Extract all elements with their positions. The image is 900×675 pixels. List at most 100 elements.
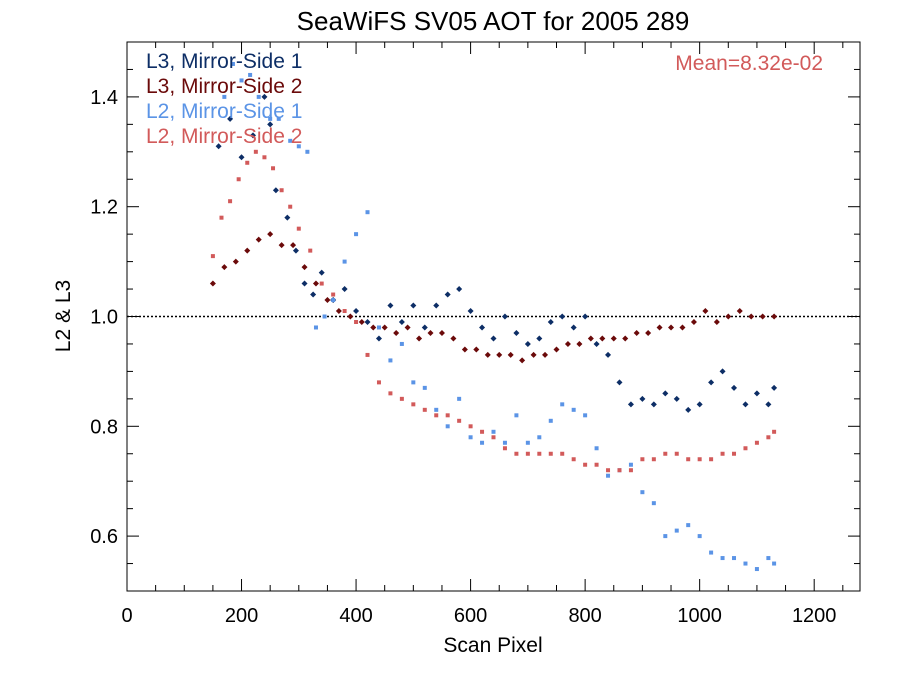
data-point <box>570 324 577 331</box>
data-point <box>256 94 261 99</box>
data-point <box>514 451 519 456</box>
data-point <box>427 329 434 336</box>
data-point <box>236 177 241 182</box>
data-point <box>444 291 451 298</box>
data-point <box>502 446 507 451</box>
data-point <box>743 561 748 566</box>
data-point <box>519 357 526 364</box>
data-point <box>491 435 496 440</box>
data-point <box>754 440 759 445</box>
data-point <box>709 550 714 555</box>
data-point <box>576 340 583 347</box>
data-point <box>421 324 428 331</box>
data-point <box>548 451 553 456</box>
data-point <box>708 379 715 386</box>
data-point <box>673 395 680 402</box>
data-point <box>679 324 686 331</box>
data-point <box>404 324 411 331</box>
data-point <box>479 324 486 331</box>
legend: L3, Mirror-Side 1L3, Mirror-Side 2L2, Mi… <box>146 50 302 148</box>
data-point <box>331 292 336 297</box>
data-point <box>560 451 565 456</box>
data-point <box>376 380 381 385</box>
data-point <box>645 329 652 336</box>
data-point <box>719 368 726 375</box>
data-point <box>583 413 588 418</box>
data-point <box>244 247 251 254</box>
data-point <box>685 406 692 413</box>
data-point <box>686 523 691 528</box>
axis-ticks <box>126 41 860 592</box>
data-point <box>271 166 276 171</box>
data-point <box>628 462 633 467</box>
data-point <box>697 534 702 539</box>
data-point <box>537 435 542 440</box>
data-point <box>398 318 405 325</box>
data-point <box>496 351 503 358</box>
data-point <box>480 429 485 434</box>
data-point <box>313 325 318 330</box>
data-point <box>650 401 657 408</box>
data-point <box>301 280 308 287</box>
data-point <box>560 402 565 407</box>
data-point <box>651 501 656 506</box>
data-point <box>480 440 485 445</box>
legend-entry: L2, Mirror-Side 2 <box>146 125 302 148</box>
data-point <box>484 351 491 358</box>
y-axis-label: L2 & L3 <box>52 280 75 352</box>
data-point <box>617 468 622 473</box>
data-point <box>473 346 480 353</box>
data-point <box>514 413 519 418</box>
data-point <box>267 121 274 128</box>
x-axis-label: Scan Pixel <box>443 634 542 657</box>
data-point <box>434 413 439 418</box>
x-tick-label: 800 <box>568 605 601 627</box>
data-point <box>709 457 714 462</box>
data-point <box>765 401 772 408</box>
data-point <box>445 424 450 429</box>
data-point <box>513 329 520 336</box>
data-point <box>353 308 360 315</box>
data-point <box>253 149 258 154</box>
data-point <box>393 329 400 336</box>
data-series <box>209 61 778 572</box>
data-point <box>324 297 331 304</box>
y-tick-label: 1.2 <box>90 197 118 219</box>
data-point <box>365 210 370 215</box>
mean-annotation: Mean=8.32e-02 <box>675 52 823 75</box>
data-point <box>732 556 737 561</box>
data-point <box>548 418 553 423</box>
data-point <box>674 451 679 456</box>
data-point <box>542 351 549 358</box>
data-point <box>731 384 738 391</box>
data-point <box>219 215 224 220</box>
data-point <box>736 308 743 315</box>
data-point <box>467 308 474 315</box>
data-point <box>422 385 427 390</box>
data-point <box>245 160 250 165</box>
data-point <box>239 78 244 83</box>
data-point <box>754 567 759 572</box>
data-point <box>748 313 755 320</box>
data-point <box>599 335 606 342</box>
x-tick-label: 200 <box>225 605 258 627</box>
data-point <box>702 308 709 315</box>
data-point <box>606 473 611 478</box>
data-point <box>571 407 576 412</box>
chart-title: SeaWiFS SV05 AOT for 2005 289 <box>297 6 690 36</box>
data-point <box>651 457 656 462</box>
data-point <box>222 94 227 99</box>
data-point <box>594 446 599 451</box>
data-point <box>690 318 697 325</box>
data-point <box>633 329 640 336</box>
legend-entry: L3, Mirror-Side 2 <box>146 75 302 98</box>
data-point <box>640 490 645 495</box>
y-tick-label: 0.8 <box>90 416 118 438</box>
data-point <box>536 335 543 342</box>
data-point <box>416 335 423 342</box>
data-point <box>319 281 324 286</box>
data-point <box>296 144 301 149</box>
data-point <box>720 556 725 561</box>
data-point <box>210 254 215 259</box>
